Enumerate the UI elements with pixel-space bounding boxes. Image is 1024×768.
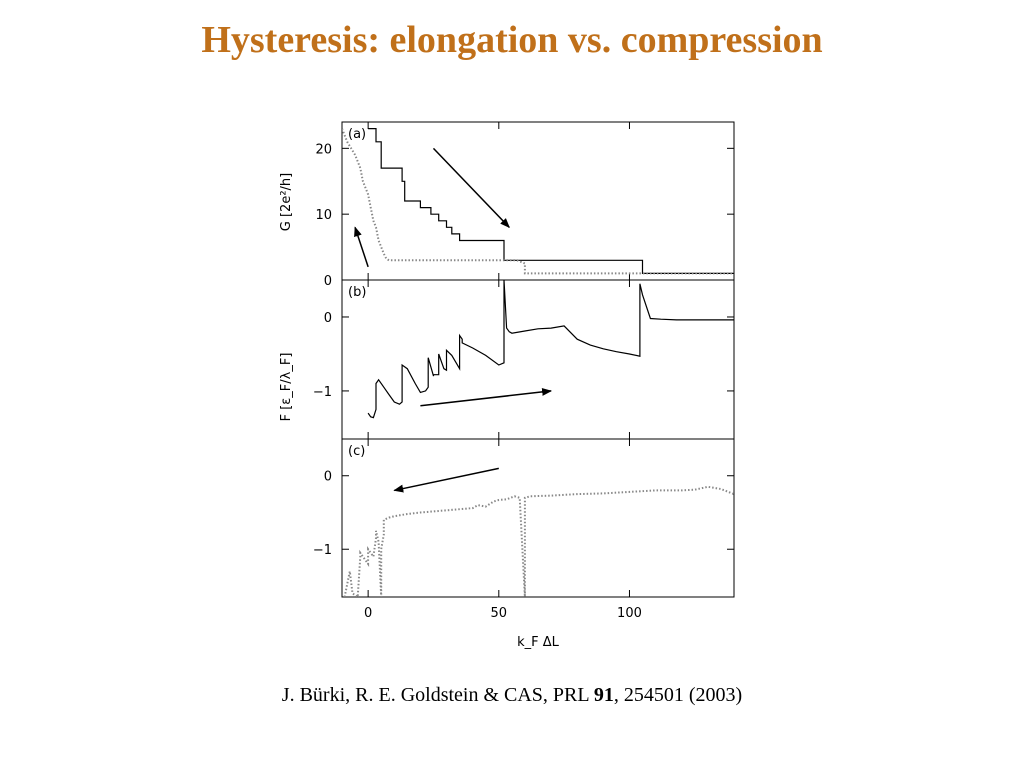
panel-c-series-dotted-line (343, 485, 734, 597)
panel-a-ytick-label: 0 (324, 274, 332, 289)
xtick-label: 50 (491, 606, 508, 621)
panel-c-ytick-label: 0 (324, 470, 332, 485)
panel-b-ytick-label: 0 (324, 311, 332, 326)
panel-b-arrow (420, 387, 553, 407)
panels-group: 0 10 20 (a) −1 0 (b) −1 0 (c) 0 50 100 (313, 121, 735, 621)
ylabel-panel-a: G [2e²/h] (279, 173, 294, 231)
citation-authors: J. Bürki, R. E. Goldstein & CAS, PRL (281, 684, 594, 706)
y-axis-labels: G [2e²/h] F [ε_F/λ_F] (279, 173, 294, 422)
panel-b-series-solid-line (367, 280, 734, 419)
panel-a-ytick-label: 10 (315, 208, 332, 223)
panel-a-arrow (432, 147, 510, 229)
panel-a-label: (a) (348, 127, 366, 142)
xtick-label: 0 (364, 606, 372, 621)
panel-c-frame (341, 438, 735, 598)
panel-b-ytick-label: −1 (313, 385, 332, 400)
citation: J. Bürki, R. E. Goldstein & CAS, PRL 91,… (0, 684, 1024, 707)
hysteresis-figure: 0 10 20 (a) −1 0 (b) −1 0 (c) 0 50 100 G [2e²/h] F [… (279, 121, 735, 650)
citation-rest: , 254501 (2003) (613, 684, 743, 706)
panel-b-frame (341, 279, 735, 440)
panel-b-label: (b) (348, 285, 366, 300)
panel-a-series-dotted-line (342, 128, 734, 275)
panel-a-series-solid-line (368, 128, 734, 274)
panel-a-frame (341, 121, 735, 281)
citation-volume: 91 (593, 684, 614, 706)
ylabel-panel-b: F [ε_F/λ_F] (279, 353, 294, 422)
panel-c-arrow (393, 467, 499, 493)
panel-c-ytick-label: −1 (313, 543, 332, 558)
panel-c-label: (c) (348, 444, 365, 459)
slide-title: Hysteresis: elongation vs. compression (201, 19, 823, 61)
xlabel: k_F ΔL (517, 635, 560, 650)
panel-a-arrow (354, 226, 369, 268)
xtick-label: 100 (617, 606, 642, 621)
panel-a-ytick-label: 20 (315, 142, 332, 157)
